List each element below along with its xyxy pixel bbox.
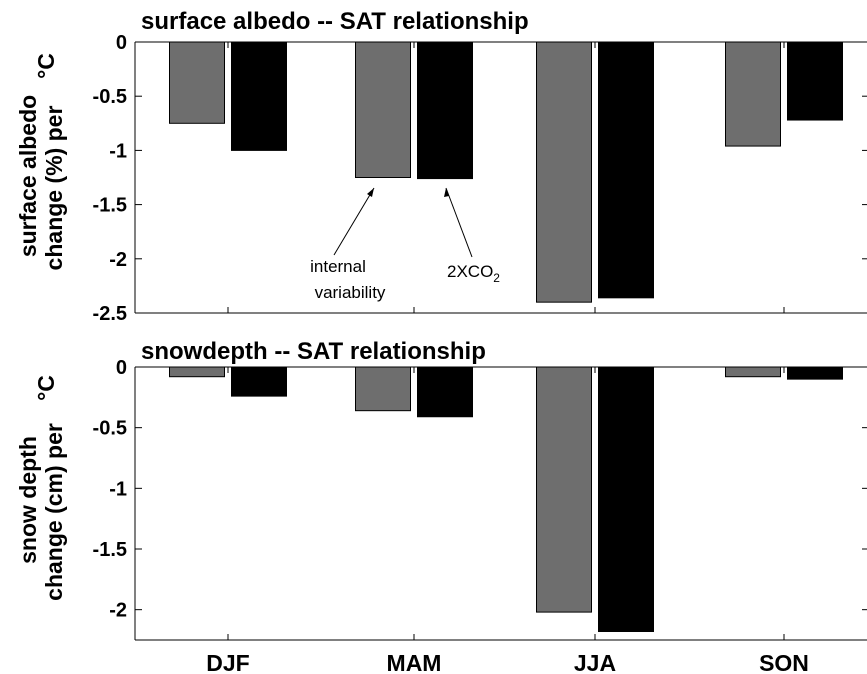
- albedo-bar-internal-son: [725, 41, 781, 147]
- albedo-bar-co2-djf: [231, 41, 287, 151]
- albedo-ylabel-line2: change (%) per: [41, 106, 67, 271]
- snowdepth-xtick-label-son: SON: [759, 650, 809, 674]
- snowdepth-bar-co2-jja: [598, 366, 654, 633]
- snowdepth-xtick-label-jja: JJA: [574, 650, 616, 674]
- albedo-ylabel-unit: °C: [33, 53, 59, 79]
- albedo-panel: surface albedo -- SAT relationship surfa…: [15, 8, 867, 325]
- co2-arrow-head: [444, 188, 449, 197]
- snowdepth-axes: 0 -0.5 -1 -1.5 -2 DJF MAM JJA SON: [93, 357, 867, 674]
- internal-variability-label-line1: internal: [310, 257, 366, 276]
- co2-label: 2XCO2: [447, 262, 500, 285]
- snowdepth-bar-co2-son: [787, 366, 843, 380]
- annotations: internal variability 2XCO2: [310, 187, 500, 302]
- snowdepth-ytick-label: -1: [109, 478, 127, 500]
- internal-arrow-line: [333, 187, 375, 256]
- snowdepth-panel-title: snowdepth -- SAT relationship: [141, 338, 486, 365]
- albedo-bar-internal-mam: [355, 41, 411, 178]
- snowdepth-bar-internal-mam: [355, 366, 411, 412]
- co2-label-main: 2XCO: [447, 262, 493, 281]
- co2-arrow-line: [445, 187, 473, 258]
- snowdepth-ytick-label: -1.5: [93, 539, 127, 561]
- snowdepth-bar-co2-djf: [231, 366, 287, 397]
- snowdepth-bar-internal-djf: [169, 366, 225, 378]
- albedo-bar-internal-jja: [536, 41, 592, 303]
- internal-arrow-head: [367, 188, 374, 197]
- snowdepth-ytick-label: -0.5: [93, 418, 127, 440]
- albedo-panel-title: surface albedo -- SAT relationship: [141, 8, 529, 35]
- albedo-ytick-label: -2: [109, 249, 127, 271]
- snowdepth-ylabel-line2: change (cm) per: [41, 423, 67, 601]
- snowdepth-bar-co2-mam: [417, 366, 473, 418]
- snowdepth-panel: snowdepth -- SAT relationship snow depth…: [15, 338, 867, 674]
- snowdepth-bar-internal-son: [725, 366, 781, 378]
- albedo-ytick-label: -2.5: [93, 303, 127, 325]
- albedo-ylabel-line1: surface albedo: [15, 95, 41, 257]
- albedo-ytick-label: -1: [109, 140, 127, 162]
- snowdepth-bar-internal-jja: [536, 366, 592, 613]
- albedo-bar-co2-jja: [598, 41, 654, 299]
- albedo-bar-co2-mam: [417, 41, 473, 180]
- snowdepth-xtick-label-djf: DJF: [206, 650, 249, 674]
- snowdepth-ylabel-line1: snow depth: [15, 436, 41, 564]
- snowdepth-ytick-label: -2: [109, 600, 127, 622]
- albedo-ytick-label: -1.5: [93, 195, 127, 217]
- albedo-bar-internal-djf: [169, 41, 225, 124]
- internal-variability-label-line2: variability: [315, 283, 386, 302]
- snowdepth-ylabel-unit: °C: [33, 375, 59, 401]
- co2-label-subscript: 2: [493, 271, 500, 285]
- snowdepth-ytick-label: 0: [116, 357, 127, 379]
- albedo-axes: 0 -0.5 -1 -1.5 -2 -2.5: [93, 32, 867, 325]
- albedo-ytick-label: -0.5: [93, 86, 127, 108]
- albedo-ytick-label: 0: [116, 32, 127, 54]
- snowdepth-xtick-label-mam: MAM: [387, 650, 442, 674]
- albedo-bar-co2-son: [787, 41, 843, 121]
